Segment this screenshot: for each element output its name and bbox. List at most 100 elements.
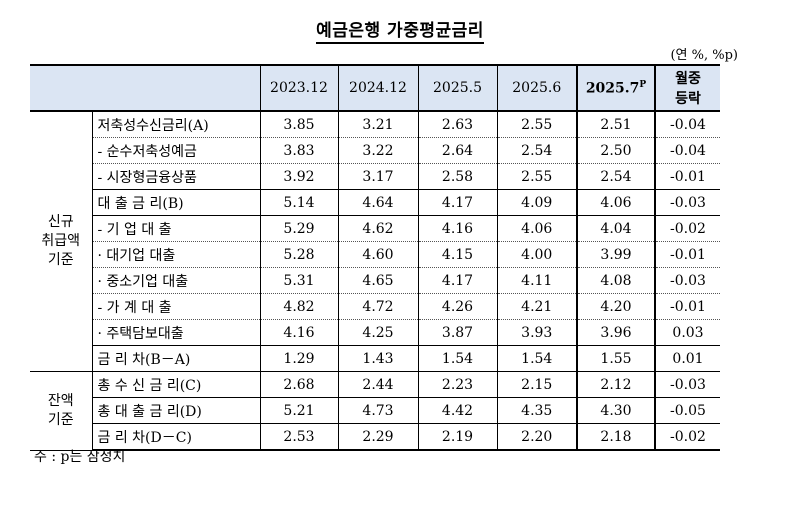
cat-line: 기준 [47, 411, 74, 428]
table-cell: -0.05 [654, 397, 720, 424]
table-cell: 2.23 [417, 371, 497, 398]
table-cell: 2.63 [417, 111, 497, 138]
table-cell: 4.35 [496, 397, 577, 424]
unit-label: (연 %, %p) [670, 48, 738, 63]
table-cell: 4.60 [337, 241, 418, 268]
table-row: · 주택담보대출 4.16 4.25 3.87 3.93 3.96 0.03 [30, 319, 720, 346]
table-cell: 2.53 [259, 423, 338, 451]
table-cell: 5.29 [259, 215, 338, 242]
table-cell: 4.73 [337, 397, 418, 424]
table-row: 총 대 출 금 리(D) 5.21 4.73 4.42 4.35 4.30 -0.05 [30, 397, 720, 424]
table-row: 금 리 차(D－C) 2.53 2.29 2.19 2.20 2.18 -0.02 [30, 423, 720, 451]
table-cell: -0.03 [654, 267, 720, 294]
header-blank [30, 64, 260, 112]
table-cell: 3.21 [337, 111, 418, 138]
table-cell: 4.06 [576, 189, 656, 216]
table-cell: 2.51 [576, 111, 656, 138]
table-cell: -0.01 [654, 293, 720, 320]
row-label: 총 수 신 금 리(C) [91, 371, 260, 398]
table-cell: 2.44 [337, 371, 418, 398]
table-cell: 4.17 [417, 189, 497, 216]
table-cell: 4.17 [417, 267, 497, 294]
highlight-label: 2025.7 [585, 80, 640, 97]
table-cell: 4.06 [496, 215, 577, 242]
table-row: · 대기업 대출 5.28 4.60 4.15 4.00 3.99 -0.01 [30, 241, 720, 268]
table-cell: 2.12 [576, 371, 656, 398]
table-cell: 3.83 [259, 137, 338, 164]
cat-line: 기준 [47, 252, 74, 268]
table-cell: 4.72 [337, 293, 418, 320]
table-cell: 3.93 [496, 319, 577, 346]
table-cell: 2.54 [576, 163, 656, 190]
row-label: 총 대 출 금 리(D) [91, 397, 260, 424]
table-cell: 3.85 [259, 111, 338, 138]
table-cell: 1.54 [496, 345, 577, 372]
table-cell: 4.09 [496, 189, 577, 216]
table-cell: -0.03 [654, 189, 720, 216]
table-cell: 2.64 [417, 137, 497, 164]
row-label: · 대기업 대출 [91, 241, 260, 268]
col-header: 2025.5 [417, 64, 497, 112]
table-cell: 1.55 [576, 345, 656, 372]
cat-line: 취급액 [41, 233, 81, 249]
table-cell: 5.21 [259, 397, 338, 424]
table-cell: 4.42 [417, 397, 497, 424]
table-cell: 4.62 [337, 215, 418, 242]
table-cell: 4.04 [576, 215, 656, 242]
col-header: 2024.12 [337, 64, 418, 112]
table-cell: 2.68 [259, 371, 338, 398]
header-row: 2023.12 2024.12 2025.5 2025.6 2025.7P 월중… [30, 64, 720, 112]
table-cell: 3.22 [337, 137, 418, 164]
table-cell: 2.55 [496, 111, 577, 138]
table-cell: 3.92 [259, 163, 338, 190]
table-cell: 0.01 [654, 345, 720, 372]
table-title: 예금은행 가중평균금리 [0, 16, 800, 44]
table-cell: 5.28 [259, 241, 338, 268]
table-row: · 중소기업 대출 5.31 4.65 4.17 4.11 4.08 -0.03 [30, 267, 720, 294]
table-cell: 2.58 [417, 163, 497, 190]
interest-rate-table: 2023.12 2024.12 2025.5 2025.6 2025.7P 월중… [30, 64, 720, 451]
table-cell: 4.21 [496, 293, 577, 320]
table-cell: 2.20 [496, 423, 577, 451]
row-label: 저축성수신금리(A) [91, 111, 260, 138]
table-row: 신규 취급액 기준 저축성수신금리(A) 3.85 3.21 2.63 2.55 2.51 -0… [30, 111, 720, 372]
cat-line: 잔액 [47, 392, 74, 409]
cat-line: 신규 [47, 214, 74, 230]
table-cell: 4.16 [417, 215, 497, 242]
table-cell: 4.11 [496, 267, 577, 294]
row-label: - 순수저축성예금 [91, 137, 260, 164]
table-cell: -0.02 [654, 215, 720, 242]
table-cell: -0.03 [654, 371, 720, 398]
table-cell: 4.64 [337, 189, 418, 216]
change-line-2: 등락 [675, 91, 701, 107]
col-header: 2023.12 [259, 64, 338, 112]
table-cell: 2.19 [417, 423, 497, 451]
table-cell: 4.25 [337, 319, 418, 346]
table-cell: 3.99 [576, 241, 656, 268]
table-cell: 3.17 [337, 163, 418, 190]
row-label: - 시장형금융상품 [91, 163, 260, 190]
table-row: - 기 업 대 출 5.29 4.62 4.16 4.06 4.04 -0.02 [30, 215, 720, 242]
table-cell: 3.87 [417, 319, 497, 346]
row-label: - 기 업 대 출 [91, 215, 260, 242]
change-line-1: 월중 [675, 71, 701, 87]
table-cell: 4.20 [576, 293, 656, 320]
table-cell: 2.15 [496, 371, 577, 398]
table-row: - 가 계 대 출 4.82 4.72 4.26 4.21 4.20 -0.01 [30, 293, 720, 320]
prelim-mark: P [639, 79, 647, 90]
table-cell: -0.04 [654, 137, 720, 164]
table-cell: -0.02 [654, 423, 720, 451]
table-cell: 2.18 [576, 423, 656, 451]
table-row: 잔액 기준 총 수 신 금 리(C) 2.68 2.44 2.23 2.15 2.12 -0.… [30, 371, 720, 451]
table-cell: 4.82 [259, 293, 338, 320]
col-header: 2025.6 [496, 64, 577, 112]
row-label: · 주택담보대출 [91, 319, 260, 346]
table-cell: 1.54 [417, 345, 497, 372]
table-cell: 4.00 [496, 241, 577, 268]
table-cell: 1.43 [337, 345, 418, 372]
table-cell: 4.65 [337, 267, 418, 294]
table-row: 대 출 금 리(B) 5.14 4.64 4.17 4.09 4.06 -0.03 [30, 189, 720, 216]
